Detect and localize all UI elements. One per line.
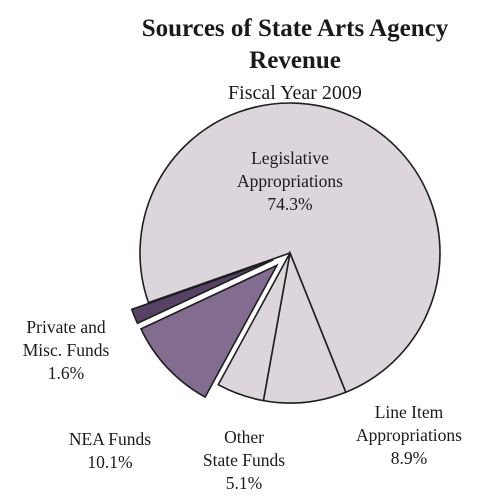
pie-slice-legislative bbox=[139, 102, 441, 394]
pie-label-legislative-line-2: Appropriations bbox=[237, 171, 343, 191]
pie-label-private-value: 1.6% bbox=[48, 363, 84, 383]
pie-label-legislative-line-1: Legislative bbox=[251, 148, 329, 168]
pie-slice-private bbox=[130, 259, 274, 325]
pie-label-other-state-line-1: Other bbox=[224, 427, 264, 447]
pie-labels: Legislative Appropriations 74.3% Line Item A… bbox=[23, 148, 462, 493]
pie-label-private-line-1: Private and bbox=[26, 317, 105, 337]
chart-title-line-2: Revenue bbox=[249, 47, 341, 74]
pie-label-private-line-2: Misc. Funds bbox=[23, 340, 110, 360]
pie-slice-nea bbox=[139, 263, 279, 399]
pie-label-other-state-line-2: State Funds bbox=[203, 450, 285, 470]
pie-label-nea-value: 10.1% bbox=[87, 452, 132, 472]
pie-label-nea-line-1: NEA Funds bbox=[69, 429, 151, 449]
pie-label-other-state-value: 5.1% bbox=[226, 473, 262, 493]
pie-slice-other-state bbox=[217, 252, 291, 402]
pie-label-line-item-value: 8.9% bbox=[391, 448, 427, 468]
pie-slices bbox=[130, 102, 441, 404]
chart-title-group: Sources of State Arts Agency Revenue Fis… bbox=[142, 15, 449, 104]
pie-label-legislative-value: 74.3% bbox=[267, 194, 312, 214]
chart-subtitle: Fiscal Year 2009 bbox=[228, 82, 362, 104]
chart-title-line-1: Sources of State Arts Agency bbox=[142, 15, 449, 42]
pie-label-line-item-line-2: Appropriations bbox=[356, 425, 462, 445]
pie-label-line-item-line-1: Line Item bbox=[375, 402, 444, 422]
